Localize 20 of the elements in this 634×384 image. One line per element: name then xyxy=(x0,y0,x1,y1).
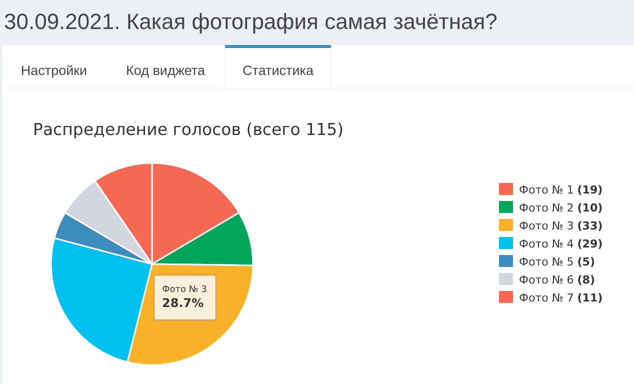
data-label: (29) xyxy=(577,238,603,250)
text: Настройки xyxy=(20,63,88,78)
legend-label: Фото № 1 xyxy=(519,184,574,196)
legend-label: Фото № 3 xyxy=(519,220,574,232)
legend-label: Фото № 2 xyxy=(519,202,574,214)
legend-label: Фото № 7 xyxy=(519,292,574,304)
data-label: (11) xyxy=(577,292,603,304)
chart-title: 30.09.2021. Какая фотография самая зачётная? xyxy=(4,9,498,34)
tooltip: Фото № 3 28.7% xyxy=(153,274,217,321)
legend-label: Фото № 5 xyxy=(519,256,574,268)
legend-label: Фото № 4 xyxy=(519,238,574,250)
chart-subtitle: Распределение голосов (всего 115) xyxy=(33,120,344,139)
data-label: (19) xyxy=(577,184,603,196)
data-label: (33) xyxy=(577,220,603,232)
data-label: (10) xyxy=(577,202,603,214)
text: Статистика xyxy=(242,63,314,78)
data-label: (8) xyxy=(577,274,595,286)
text: Код виджета xyxy=(126,63,206,78)
data-label: (5) xyxy=(577,256,595,268)
legend-label: Фото № 6 xyxy=(519,274,574,286)
